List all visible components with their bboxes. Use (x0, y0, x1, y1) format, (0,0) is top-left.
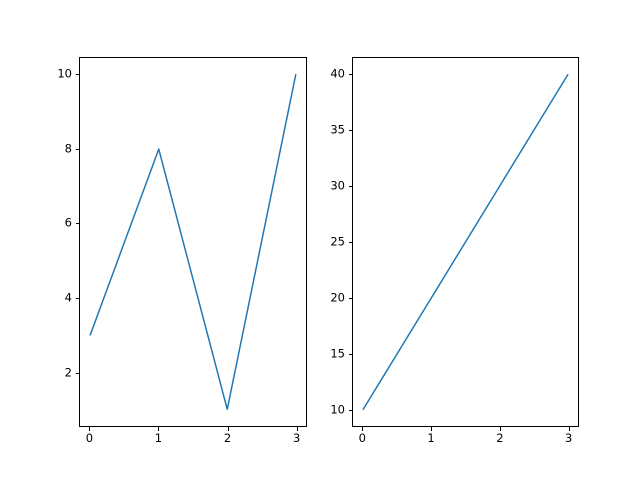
left-subplot-data-line (89, 73, 297, 411)
left-subplot-xtick-mark (89, 427, 91, 431)
left-subplot-ytick-label: 10 (57, 66, 72, 81)
left-subplot-xtick-label: 1 (154, 431, 163, 445)
left-subplot-xtick-mark (227, 427, 229, 431)
right-subplot-xtick-mark (431, 427, 433, 431)
left-subplot-ytick-mark (75, 73, 79, 75)
right-subplot-ytick-mark (348, 354, 352, 356)
right-subplot-xtick-label: 2 (496, 431, 504, 445)
right-subplot-data-line (362, 73, 569, 411)
left-subplot-xtick-label: 3 (292, 431, 301, 445)
right-subplot-ytick-mark (348, 185, 352, 187)
left-subplot-xtick-label: 0 (85, 431, 94, 445)
left-subplot-line-svg (89, 73, 297, 411)
right-subplot-ytick-mark (348, 73, 352, 75)
right-subplot-ytick-label: 25 (330, 234, 345, 249)
left-subplot-ytick-label: 2 (64, 365, 72, 380)
left-subplot-xtick-mark (296, 427, 298, 431)
left-subplot-ytick-label: 6 (64, 215, 72, 230)
left-subplot-ytick-mark (75, 372, 79, 374)
right-subplot-xtick-label: 0 (358, 431, 366, 445)
right-subplot-axes (352, 57, 579, 427)
left-subplot-xtick-label: 2 (223, 431, 232, 445)
right-subplot-ytick-label: 15 (330, 346, 345, 361)
right-subplot-ytick-mark (348, 129, 352, 131)
right-subplot-xtick-mark (362, 427, 364, 431)
right-subplot-xtick-label: 3 (565, 431, 573, 445)
left-subplot-xtick-mark (158, 427, 160, 431)
right-subplot-ytick-mark (348, 242, 352, 243)
left-subplot-ytick-mark (75, 298, 79, 300)
left-subplot-ytick-mark (75, 148, 79, 150)
right-subplot-ytick-label: 30 (330, 178, 345, 193)
left-subplot-axes (79, 57, 307, 427)
left-subplot-ytick-mark (75, 223, 79, 225)
left-subplot-ytick-label: 4 (64, 290, 72, 305)
right-subplot-ytick-label: 40 (330, 66, 345, 81)
right-subplot-ytick-label: 10 (330, 402, 345, 417)
right-subplot-ytick-mark (348, 298, 352, 300)
right-subplot-xtick-mark (499, 427, 501, 431)
left-subplot-ytick-label: 8 (64, 140, 72, 155)
right-subplot-ytick-label: 35 (330, 122, 345, 137)
right-subplot-ytick-label: 20 (330, 290, 345, 305)
right-subplot-xtick-mark (568, 427, 570, 431)
right-subplot-line-svg (362, 73, 569, 411)
right-subplot-xtick-label: 1 (427, 431, 435, 445)
right-subplot-ytick-mark (348, 410, 352, 412)
